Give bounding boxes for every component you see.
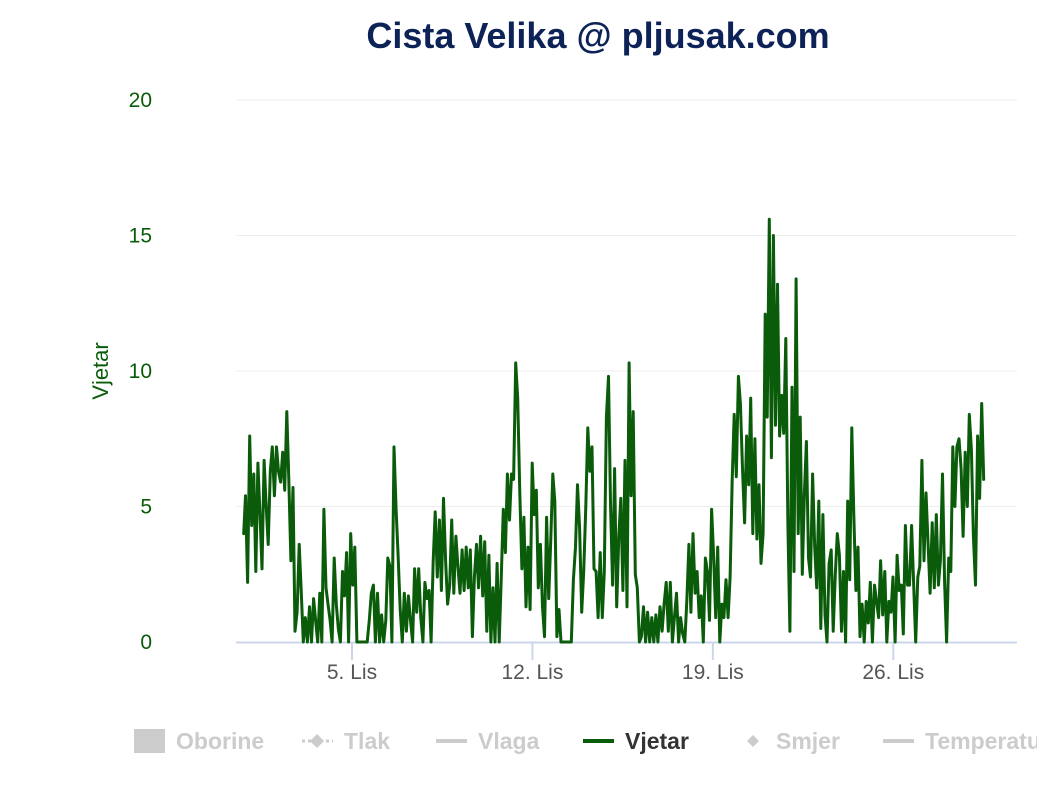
y-axis: 0 5 10 15 20	[129, 89, 152, 654]
legend-item-vlaga[interactable]: Vlaga	[436, 728, 540, 754]
x-tick-label: 19. Lis	[682, 661, 744, 684]
legend-item-tlak[interactable]: Tlak	[302, 728, 390, 754]
legend-symbol-diamond	[747, 735, 759, 747]
legend-symbol-area	[134, 729, 165, 753]
y-tick-label: 5	[140, 496, 152, 519]
x-tick-label: 12. Lis	[501, 661, 563, 684]
legend-item-temperatu[interactable]: Temperatu	[883, 728, 1037, 754]
legend-label: Vjetar	[625, 728, 689, 754]
x-axis: 5. Lis 12. Lis 19. Lis 26. Lis	[236, 641, 1017, 684]
series-group[interactable]	[242, 217, 986, 644]
legend-item-smjer[interactable]: Smjer	[747, 728, 840, 754]
legend-label: Tlak	[344, 728, 390, 754]
chart-title: Cista Velika @ pljusak.com	[366, 15, 829, 56]
legend-item-vjetar[interactable]: Vjetar	[583, 728, 689, 754]
series-line-vjetar[interactable]	[242, 217, 986, 644]
legend-label: Smjer	[776, 728, 840, 754]
legend-label: Oborine	[176, 728, 264, 754]
x-tick-label: 26. Lis	[862, 661, 924, 684]
legend-label: Vlaga	[478, 728, 540, 754]
y-tick-label: 20	[129, 89, 152, 112]
legend-symbol-diamond	[310, 734, 324, 748]
y-tick-label: 15	[129, 225, 152, 248]
legend-item-oborine[interactable]: Oborine	[134, 728, 264, 754]
x-tick-label: 5. Lis	[327, 661, 377, 684]
y-axis-label: Vjetar	[88, 342, 113, 399]
gridlines	[236, 99, 1017, 507]
legend-label: Temperatu	[925, 728, 1037, 754]
legend[interactable]: Oborine Tlak Vlaga Vjetar Smjer Temperatu	[134, 728, 1037, 754]
y-tick-label: 0	[140, 631, 152, 654]
y-tick-label: 10	[129, 360, 152, 383]
